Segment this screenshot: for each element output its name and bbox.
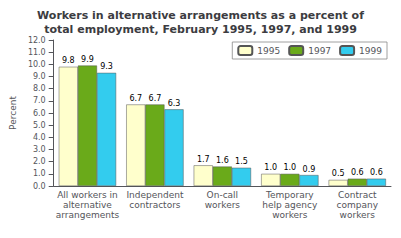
svg-text:6.3: 6.3 [168,99,181,108]
svg-text:1999: 1999 [359,46,382,56]
svg-text:Workers in alternative arrange: Workers in alternative arrangements as a… [37,9,364,22]
svg-text:4.0: 4.0 [33,133,46,142]
svg-text:help agency: help agency [262,200,318,210]
svg-text:5.0: 5.0 [33,121,46,130]
svg-text:1995: 1995 [257,46,280,56]
svg-text:arrangements: arrangements [56,210,120,220]
svg-text:6.7: 6.7 [129,94,142,103]
svg-text:1.0: 1.0 [283,163,296,172]
svg-text:9.3: 9.3 [100,62,113,71]
svg-text:12.0: 12.0 [28,36,46,45]
svg-text:contractors: contractors [129,200,181,210]
svg-text:0.9: 0.9 [303,165,316,174]
svg-text:Percent: Percent [8,96,18,130]
svg-text:Temporary: Temporary [265,190,314,200]
svg-text:1.5: 1.5 [235,157,248,166]
svg-text:workers: workers [272,210,308,220]
svg-text:9.8: 9.8 [62,56,75,65]
svg-text:9.0: 9.0 [33,72,46,81]
svg-text:9.9: 9.9 [81,55,94,64]
svg-text:All workers in: All workers in [57,190,117,200]
svg-text:Independent: Independent [126,190,184,200]
svg-text:11.0: 11.0 [28,48,46,57]
svg-text:7.0: 7.0 [33,96,46,105]
svg-text:6.7: 6.7 [149,94,162,103]
svg-text:workers: workers [340,210,376,220]
svg-text:On-call: On-call [207,190,239,200]
svg-text:1.0: 1.0 [33,169,46,178]
svg-text:Contract: Contract [338,190,377,200]
svg-text:company: company [337,200,379,210]
svg-text:0.5: 0.5 [332,169,345,178]
svg-text:3.0: 3.0 [33,145,46,154]
svg-text:1.6: 1.6 [216,156,229,165]
svg-text:0.6: 0.6 [351,168,364,177]
svg-text:1997: 1997 [308,46,331,56]
svg-text:10.0: 10.0 [28,60,46,69]
svg-text:6.0: 6.0 [33,109,46,118]
svg-text:0.6: 0.6 [370,168,383,177]
svg-text:2.0: 2.0 [33,157,46,166]
svg-text:1.7: 1.7 [197,155,210,164]
svg-text:total employment, February 199: total employment, February 1995, 1997, a… [44,23,357,36]
svg-text:workers: workers [205,200,241,210]
svg-text:1.0: 1.0 [264,163,277,172]
svg-text:alternative: alternative [63,200,112,210]
svg-text:0.0: 0.0 [33,182,46,191]
svg-text:8.0: 8.0 [33,84,46,93]
